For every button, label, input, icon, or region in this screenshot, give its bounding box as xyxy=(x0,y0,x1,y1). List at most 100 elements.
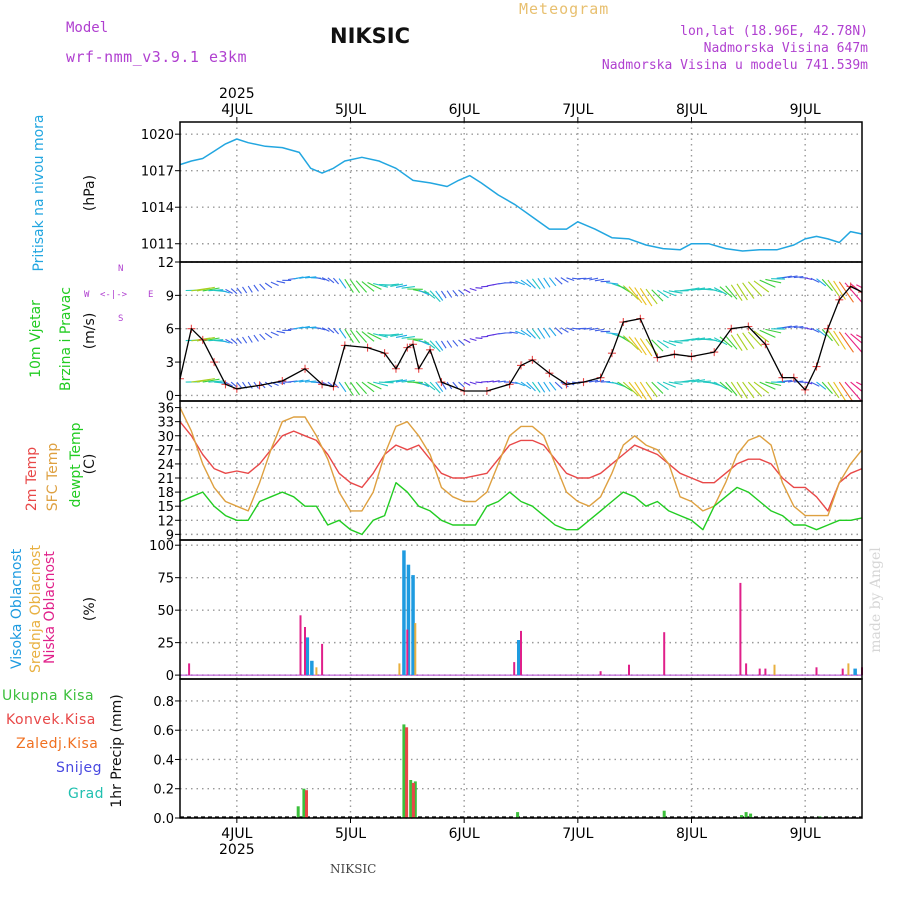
wind-barb xyxy=(691,287,706,291)
wind-barb xyxy=(509,331,518,334)
wind-barb xyxy=(793,326,804,329)
day-label-top: 5JUL xyxy=(335,102,366,118)
wind-barb xyxy=(617,381,633,392)
wind-barb xyxy=(526,381,536,392)
wind-barb xyxy=(622,335,639,351)
wind-barb xyxy=(486,334,494,337)
wind-barb xyxy=(452,381,459,389)
wind-barb xyxy=(452,289,459,297)
wind-barb xyxy=(526,329,536,339)
precip-snow-label: Snijeg xyxy=(56,760,103,776)
wind-barb xyxy=(350,381,361,396)
wind-barb xyxy=(662,290,677,297)
cloud-low-bar xyxy=(745,663,748,676)
day-label-bottom: 4JUL xyxy=(221,826,252,842)
wind-barb xyxy=(293,379,304,383)
cloud-low-bar xyxy=(513,662,516,676)
precip-total-bar xyxy=(296,806,300,818)
wind-barb xyxy=(202,337,220,342)
y-tick-label: 0.6 xyxy=(153,724,174,739)
wind-barb xyxy=(788,275,798,279)
wind-barb xyxy=(713,381,728,390)
wind-barb xyxy=(759,279,776,288)
wind-barb xyxy=(367,282,382,290)
wind-barb xyxy=(639,381,653,401)
wind-barb xyxy=(645,381,658,398)
wind-barb xyxy=(458,289,465,296)
wind-barb xyxy=(753,330,770,343)
wind-barb xyxy=(429,340,441,353)
wind-barb xyxy=(713,337,728,346)
wind-barb xyxy=(736,283,748,301)
wind-barb xyxy=(367,332,382,340)
wind-barb xyxy=(299,275,310,279)
wind-barb xyxy=(230,381,238,388)
wind-barb xyxy=(526,279,536,289)
y-tick-label: 27 xyxy=(157,444,174,459)
wind-barb xyxy=(736,381,748,399)
cloud-mid-bar xyxy=(315,667,318,676)
wind-barb xyxy=(765,278,782,284)
wind-barb xyxy=(440,290,447,299)
wind-barb xyxy=(554,277,563,285)
wind-barb xyxy=(486,284,494,287)
wind-barb xyxy=(435,340,444,351)
year-label-bottom: 2025 xyxy=(219,842,255,858)
wind-barb xyxy=(583,277,593,280)
wind-barb xyxy=(662,340,677,347)
day-label-top: 4JUL xyxy=(221,102,252,118)
wind-compass: W <-|-> E N S xyxy=(84,262,154,326)
wind-barb xyxy=(390,379,404,383)
cloud-high-bar xyxy=(517,640,521,676)
wind-barb xyxy=(856,381,862,386)
temp-2m-line xyxy=(179,421,863,512)
wind-barb xyxy=(560,277,569,283)
wind-barb xyxy=(622,381,639,397)
cloud-low-bar xyxy=(815,667,818,676)
wind-barb xyxy=(816,381,827,390)
y-tick-label: 24 xyxy=(157,458,174,473)
wind-barb xyxy=(304,276,317,279)
wind-barb xyxy=(856,284,862,289)
compass-north: N xyxy=(118,264,124,274)
wind-barb xyxy=(713,287,728,296)
wind-barb xyxy=(264,381,273,388)
wind-barb xyxy=(662,381,677,388)
wind-barb xyxy=(827,279,840,297)
wind-barb xyxy=(435,290,444,301)
cloud-low-bar xyxy=(520,630,522,676)
precip-hail-label: Grad xyxy=(68,786,105,802)
y-tick-label: 0 xyxy=(166,669,174,684)
wind-barb xyxy=(463,381,471,386)
wind-barb xyxy=(589,379,599,383)
wind-barb xyxy=(537,327,546,339)
wind-barb xyxy=(338,278,347,289)
wind-barb xyxy=(838,381,854,401)
wind-barb xyxy=(401,286,415,289)
y-tick-label: 12 xyxy=(157,514,174,529)
wind-barb xyxy=(270,281,279,287)
wind-barb xyxy=(838,331,854,353)
meteogram-title: Meteogram xyxy=(519,0,610,18)
wind-barb xyxy=(469,381,477,385)
wind-barb xyxy=(765,328,782,334)
precip-conv-bar xyxy=(405,727,409,818)
wind-barb xyxy=(429,381,441,394)
temp-dew-line xyxy=(179,482,863,536)
y-tick-label: 9 xyxy=(166,528,174,543)
wind-barb xyxy=(844,332,862,353)
wind-barb xyxy=(691,379,706,383)
wind-barb xyxy=(685,378,700,383)
wind-barb xyxy=(793,276,804,279)
wind-barb xyxy=(668,381,683,386)
y-tick-label: 0.8 xyxy=(153,695,174,710)
wind-barb xyxy=(253,284,259,292)
wind-barb xyxy=(543,277,551,288)
wind-barb xyxy=(651,339,664,352)
precip-conv-bar xyxy=(411,782,415,818)
wind-barb xyxy=(594,380,605,383)
y-tick-label: 33 xyxy=(157,416,174,431)
wind-barb xyxy=(628,336,643,354)
wind-barb xyxy=(492,380,500,383)
